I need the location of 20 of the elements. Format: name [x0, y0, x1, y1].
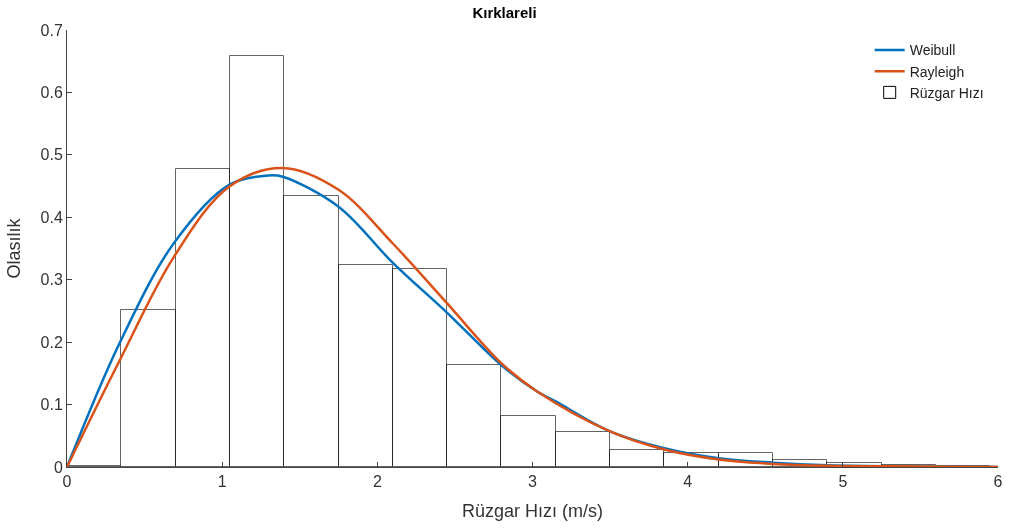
y-tick-label: 0.5 — [40, 146, 63, 164]
x-tick-label: 6 — [993, 473, 1003, 491]
y-tick-label: 0.1 — [40, 396, 63, 414]
x-axis-title: Rüzgar Hızı (m/s) — [461, 501, 604, 522]
y-tick-label: 0.4 — [40, 208, 63, 226]
y-tick-label: 0.7 — [40, 21, 63, 39]
y-tick-label: 0.3 — [40, 271, 63, 289]
y-tick-label: 0.6 — [40, 84, 63, 102]
x-tick-label: 1 — [217, 473, 227, 491]
legend-label: Rüzgar Hızı — [909, 84, 984, 101]
legend-label: Rayleigh — [909, 63, 965, 80]
y-axis-title: Olasılık — [3, 217, 24, 279]
y-tick-label: 0 — [53, 458, 63, 476]
x-tick-label: 5 — [838, 473, 848, 491]
chart-title: Kırklareli — [472, 4, 537, 22]
legend-label: Weibull — [909, 42, 956, 59]
x-tick-label: 3 — [528, 473, 538, 491]
y-tick-label: 0.2 — [40, 333, 63, 351]
x-tick-label: 2 — [372, 473, 382, 491]
x-tick-label: 4 — [683, 473, 693, 491]
